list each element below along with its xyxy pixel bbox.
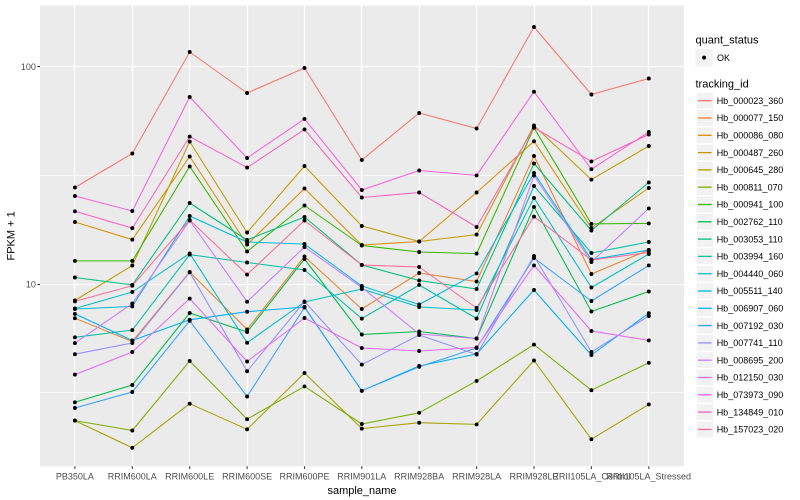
svg-text:sample_name: sample_name — [327, 485, 396, 497]
svg-text:Hb_012150_030: Hb_012150_030 — [717, 373, 784, 383]
svg-text:RRIM600LE: RRIM600LE — [165, 472, 214, 482]
svg-text:Hb_006907_060: Hb_006907_060 — [717, 304, 784, 314]
svg-text:OK: OK — [717, 53, 730, 63]
svg-text:quant_status: quant_status — [696, 35, 759, 47]
svg-text:RRIM901LA: RRIM901LA — [337, 472, 386, 482]
svg-text:Hb_007192_030: Hb_007192_030 — [717, 321, 784, 331]
svg-text:Hb_000645_280: Hb_000645_280 — [717, 165, 784, 175]
svg-text:Hb_004440_060: Hb_004440_060 — [717, 269, 784, 279]
svg-text:Hb_008695_200: Hb_008695_200 — [717, 355, 784, 365]
svg-text:FPKM + 1: FPKM + 1 — [6, 211, 18, 260]
svg-text:Hb_073973_090: Hb_073973_090 — [717, 390, 784, 400]
svg-text:RRII105LA_Stressed: RRII105LA_Stressed — [607, 472, 692, 482]
svg-text:Hb_007741_110: Hb_007741_110 — [717, 338, 783, 348]
svg-text:100: 100 — [21, 62, 36, 72]
svg-text:RRIM928LA: RRIM928LA — [452, 472, 501, 482]
svg-text:Hb_003053_110: Hb_003053_110 — [717, 234, 783, 244]
svg-text:Hb_134849_010: Hb_134849_010 — [717, 407, 784, 417]
svg-text:Hb_000086_080: Hb_000086_080 — [717, 131, 784, 141]
svg-text:Hb_000811_070: Hb_000811_070 — [717, 182, 783, 192]
svg-text:Hb_002762_110: Hb_002762_110 — [717, 217, 783, 227]
svg-text:PB350LA: PB350LA — [56, 472, 94, 482]
svg-text:Hb_000077_150: Hb_000077_150 — [717, 113, 784, 123]
svg-text:Hb_000487_260: Hb_000487_260 — [717, 148, 784, 158]
svg-text:RRIM600PE: RRIM600PE — [279, 472, 329, 482]
svg-text:tracking_id: tracking_id — [696, 79, 749, 91]
svg-text:Hb_005511_140: Hb_005511_140 — [717, 286, 783, 296]
svg-text:10: 10 — [26, 279, 36, 289]
svg-text:RRIM600SE: RRIM600SE — [222, 472, 272, 482]
svg-text:RRII105LA_Control: RRII105LA_Control — [552, 472, 630, 482]
svg-text:RRIM928BA: RRIM928BA — [394, 472, 444, 482]
svg-text:Hb_003994_160: Hb_003994_160 — [717, 252, 784, 262]
svg-text:RRIM600LA: RRIM600LA — [108, 472, 157, 482]
svg-text:RRIM928LE: RRIM928LE — [509, 472, 558, 482]
svg-text:Hb_000023_360: Hb_000023_360 — [717, 96, 784, 106]
svg-text:Hb_157023_020: Hb_157023_020 — [717, 425, 784, 435]
svg-text:Hb_000941_100: Hb_000941_100 — [717, 200, 784, 210]
